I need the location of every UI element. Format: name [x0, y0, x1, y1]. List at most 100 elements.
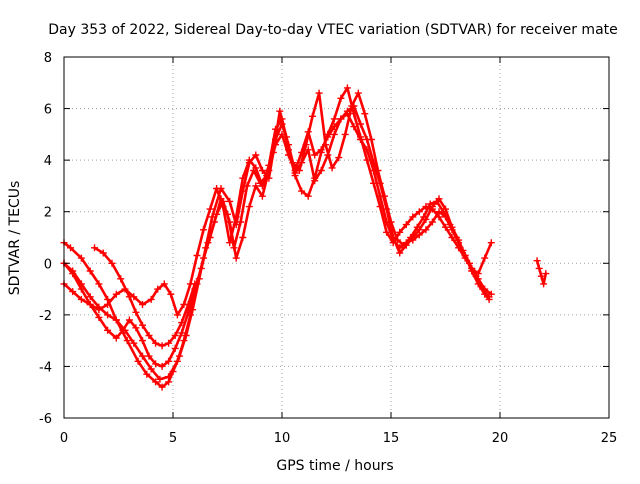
data-point: [165, 357, 173, 365]
series-track-5: [91, 244, 199, 350]
data-point: [132, 308, 140, 316]
data-point: [420, 213, 428, 221]
data-point: [263, 172, 271, 180]
data-point: [291, 172, 299, 180]
data-point: [485, 293, 493, 301]
data-point: [426, 200, 434, 208]
data-point: [239, 234, 247, 241]
y-tick-label: -6: [39, 412, 52, 427]
data-point: [309, 112, 316, 120]
x-tick-label: 15: [383, 431, 400, 446]
data-point: [112, 334, 120, 342]
data-point: [171, 344, 179, 352]
data-point: [104, 301, 112, 308]
data-point: [91, 244, 98, 252]
data-point: [139, 321, 146, 329]
data-point: [165, 339, 173, 347]
series-track-6: [533, 257, 550, 288]
data-point: [409, 213, 417, 221]
data-point: [104, 326, 112, 334]
data-point: [119, 326, 127, 334]
plot-frame: [63, 56, 610, 419]
y-tick-label: -4: [39, 360, 52, 375]
data-point: [77, 295, 85, 303]
data-point: [442, 223, 449, 231]
data-point: [337, 115, 345, 123]
data-point: [252, 151, 260, 159]
y-tick-label: 2: [44, 206, 52, 221]
data-point: [428, 218, 436, 226]
data-point: [173, 311, 181, 319]
data-point: [125, 293, 133, 301]
data-point: [232, 254, 240, 262]
y-tick-label: 0: [44, 257, 52, 272]
data-point: [276, 107, 284, 115]
data-point: [542, 270, 550, 278]
data-point: [239, 174, 247, 182]
data-point: [413, 223, 421, 231]
data-point: [191, 280, 199, 288]
data-point: [311, 174, 319, 182]
data-point: [374, 167, 382, 174]
data-point: [363, 156, 371, 164]
data-point: [446, 221, 454, 229]
data-point: [147, 365, 155, 373]
series-line: [62, 91, 491, 368]
data-point: [354, 89, 362, 97]
data-point: [357, 133, 364, 141]
chart-title: Day 353 of 2022, Sidereal Day-to-day VTE…: [48, 22, 618, 38]
data-point: [69, 288, 77, 296]
data-point: [472, 272, 480, 280]
data-point: [481, 254, 489, 262]
data-point: [204, 239, 212, 247]
data-point: [258, 192, 266, 200]
data-point: [315, 89, 323, 97]
data-point: [173, 357, 181, 365]
data-point: [180, 337, 188, 345]
data-point: [533, 257, 541, 265]
data-point: [158, 342, 166, 350]
data-point: [361, 110, 369, 118]
data-point: [537, 272, 545, 280]
data-point: [123, 337, 131, 345]
data-point: [193, 252, 201, 259]
data-point: [152, 360, 160, 368]
data-point: [152, 339, 160, 347]
data-point: [158, 383, 166, 391]
data-point: [250, 167, 258, 174]
data-point: [95, 280, 103, 288]
data-point: [350, 110, 358, 118]
data-point: [289, 159, 297, 167]
data-point: [77, 285, 85, 293]
data-point: [415, 231, 423, 239]
x-axis-label: GPS time / hours: [276, 458, 393, 474]
data-point: [145, 332, 153, 339]
data-point: [367, 136, 375, 143]
data-point: [370, 179, 378, 187]
data-point: [139, 352, 146, 360]
data-point: [389, 239, 397, 247]
x-tick-label: 10: [274, 431, 291, 446]
data-point: [139, 337, 146, 345]
data-point: [86, 267, 94, 275]
data-point: [459, 246, 467, 254]
data-point: [226, 197, 234, 205]
data-point: [535, 264, 543, 272]
data-point: [95, 306, 103, 314]
data-point: [466, 259, 473, 267]
data-point: [125, 316, 133, 324]
data-point: [341, 130, 349, 138]
data-point: [394, 236, 401, 244]
data-point: [147, 295, 155, 303]
data-point: [256, 179, 264, 187]
data-point: [237, 218, 245, 226]
data-point: [396, 244, 404, 252]
data-point: [400, 241, 408, 249]
data-point: [258, 167, 266, 174]
data-point: [165, 373, 173, 381]
data-point: [245, 156, 253, 164]
data-point: [487, 239, 495, 247]
y-axis-label: SDTVAR / TECUs: [7, 181, 23, 296]
series-line: [62, 112, 493, 381]
